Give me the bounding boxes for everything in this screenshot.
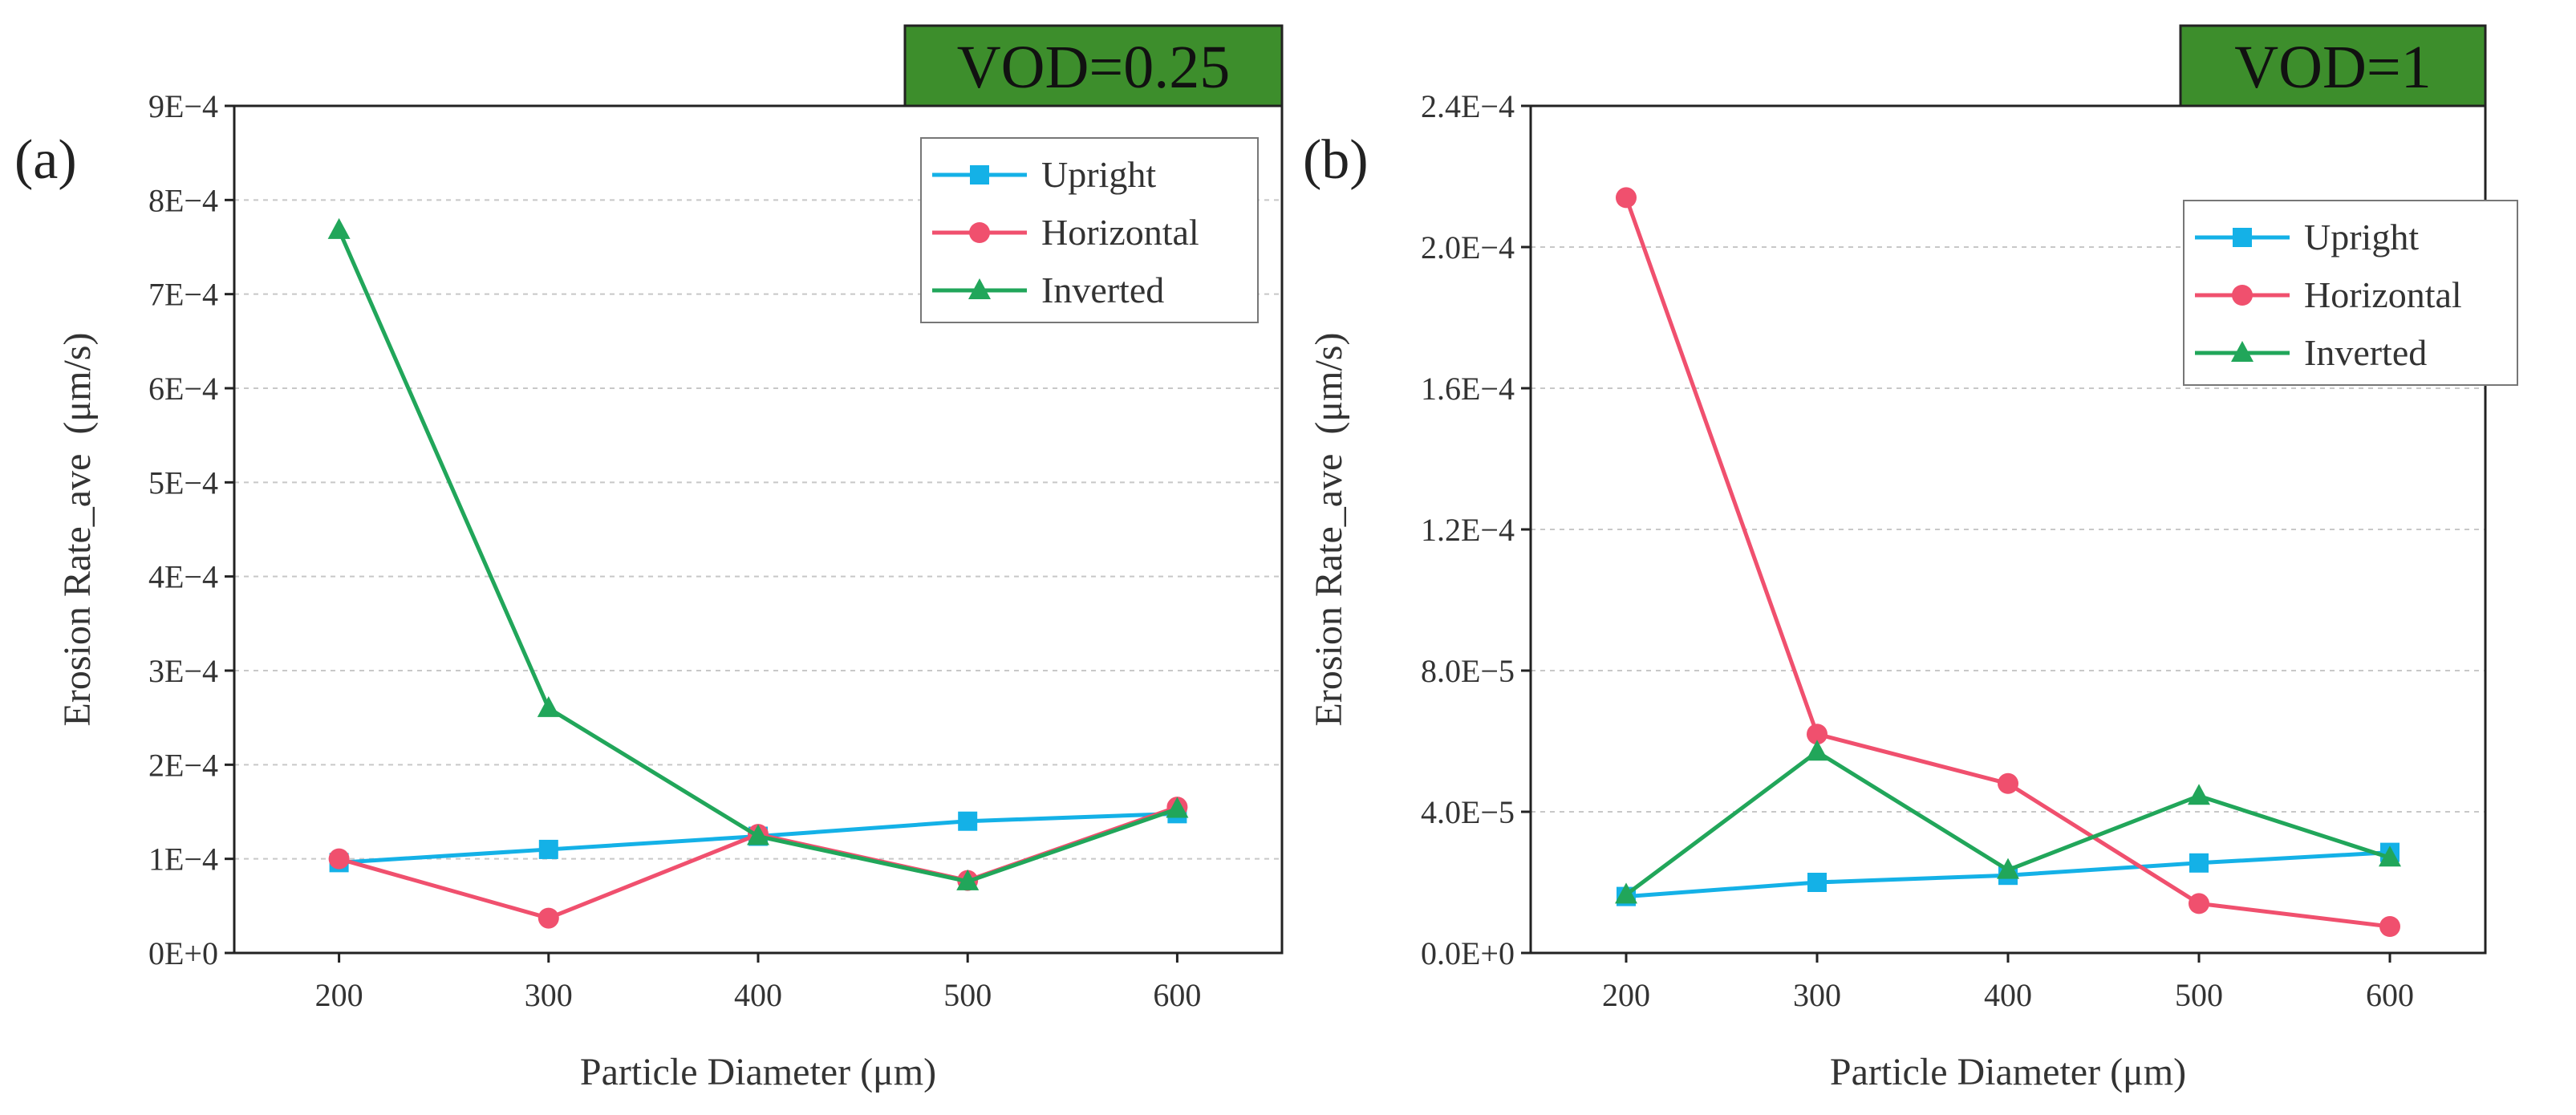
x-tick-label: 200	[315, 977, 363, 1013]
data-point-horizontal	[1616, 187, 1637, 209]
legend-label-upright: Upright	[1041, 154, 1156, 195]
y-tick-label: 1.6E−4	[1421, 371, 1515, 407]
data-point-horizontal	[328, 848, 350, 870]
y-tick-label: 0.0E+0	[1421, 935, 1515, 971]
data-point-inverted	[1615, 882, 1637, 904]
y-tick-label: 8E−4	[148, 182, 218, 218]
legend-marker-upright	[2233, 228, 2252, 247]
y-tick-label: 2E−4	[148, 747, 218, 783]
vod-banner	[903, 24, 1284, 107]
x-tick-label: 200	[1602, 977, 1650, 1013]
legend-label-upright: Upright	[2304, 217, 2419, 257]
x-axis-title: Particle Diameter (μm)	[1830, 1051, 2186, 1093]
legend-label-inverted: Inverted	[2304, 332, 2427, 373]
legend-label-horizontal: Horizontal	[1041, 212, 1199, 253]
panel-a: 0E+0 1E−4 2E−4 3E−4 4E−4 5E−4 6E−4 7E−4 8E−4 9E−4…	[14, 24, 1284, 1093]
vod-banner	[2179, 24, 2487, 107]
data-point-upright	[538, 839, 558, 859]
y-tick-label: 0E+0	[148, 935, 218, 971]
legend-marker-inverted	[2231, 341, 2253, 362]
data-point-inverted	[956, 869, 980, 890]
y-tick-label: 6E−4	[148, 371, 218, 407]
y-axis-title: Erosion Rate_ave (μm/s)	[56, 333, 99, 727]
data-point-inverted	[1997, 858, 2019, 879]
vod-banner-label: VOD=1	[2234, 34, 2432, 101]
y-tick-label: 8.0E−5	[1421, 653, 1515, 689]
y-tick-label: 4E−4	[148, 559, 218, 595]
data-point-upright	[2189, 853, 2209, 873]
x-tick-label: 600	[1153, 977, 1201, 1013]
data-point-inverted	[327, 217, 351, 239]
x-axis-title: Particle Diameter (μm)	[580, 1051, 936, 1093]
y-tick-label: 7E−4	[148, 277, 218, 313]
x-tick-label: 400	[1984, 977, 2032, 1013]
data-point-inverted	[2188, 784, 2210, 805]
y-tick-label: 9E−4	[148, 88, 218, 124]
x-tick-label: 400	[734, 977, 782, 1013]
data-point-horizontal	[2189, 893, 2209, 914]
y-tick-label: 2.0E−4	[1421, 229, 1515, 266]
y-tick-label: 2.4E−4	[1421, 88, 1515, 124]
legend-marker-upright	[970, 165, 989, 184]
legend-marker-horizontal	[969, 222, 990, 243]
vod-banner-label: VOD=0.25	[957, 34, 1231, 101]
data-point-inverted	[1166, 797, 1189, 818]
legend-marker-inverted	[968, 278, 991, 299]
data-point-inverted	[747, 824, 769, 845]
series-line-inverted	[337, 229, 1178, 884]
x-tick-label: 500	[2175, 977, 2223, 1013]
y-tick-label: 4.0E−5	[1421, 794, 1515, 830]
y-tick-label: 5E−4	[148, 464, 218, 501]
data-point-horizontal	[538, 907, 559, 929]
y-tick-label: 3E−4	[148, 653, 218, 689]
legend-label-inverted: Inverted	[1041, 270, 1164, 310]
data-point-horizontal	[1807, 724, 1828, 745]
data-point-inverted	[1806, 740, 1828, 761]
data-point-inverted	[537, 695, 560, 717]
x-tick-label: 300	[1793, 977, 1841, 1013]
panel-b: 0.0E+0 4.0E−5 8.0E−5 1.2E−4 1.6E−4 2.0E−4 2.4E…	[1303, 24, 2518, 1093]
x-tick-label: 300	[525, 977, 573, 1013]
legend-label-horizontal: Horizontal	[2304, 274, 2462, 315]
data-point-horizontal	[2379, 916, 2400, 937]
data-point-horizontal	[1998, 772, 2018, 794]
x-tick-label: 600	[2366, 977, 2414, 1013]
panel-label: (a)	[14, 129, 77, 191]
y-axis-title: Erosion Rate_ave (μm/s)	[1308, 333, 1350, 727]
series-line-horizontal	[338, 805, 1178, 921]
legend-marker-horizontal	[2232, 285, 2253, 306]
data-point-upright	[958, 811, 978, 831]
data-point-inverted	[2379, 845, 2401, 867]
y-tick-label: 1E−4	[148, 841, 218, 878]
y-tick-label: 1.2E−4	[1421, 512, 1515, 548]
x-tick-label: 500	[943, 977, 992, 1013]
data-point-upright	[1807, 873, 1827, 892]
panel-label: (b)	[1303, 129, 1369, 191]
